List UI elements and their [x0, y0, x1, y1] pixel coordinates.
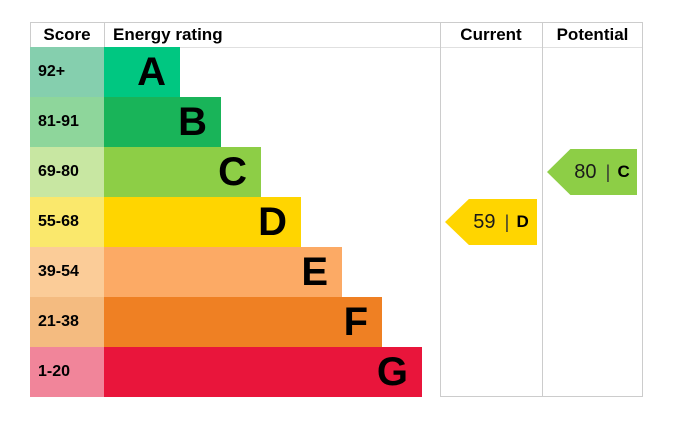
- current-separator: |: [504, 211, 510, 232]
- column-header-potential: Potential: [556, 25, 629, 44]
- header-left-border: [30, 22, 31, 48]
- band-row-g: 1-20 G: [30, 347, 643, 397]
- potential-band-letter: C: [617, 162, 630, 181]
- current-potential-divider: [542, 22, 543, 397]
- header-bottom-border: [30, 47, 643, 48]
- table-bottom-border: [440, 396, 643, 397]
- table-top-border: [30, 22, 643, 23]
- current-column-left-border: [440, 22, 441, 397]
- band-score-range: 81-91: [30, 97, 104, 147]
- band-bar: D: [104, 197, 301, 247]
- epc-rating-table: Score Energy rating Current Potential 92…: [30, 22, 643, 397]
- potential-score-value: 80: [574, 160, 597, 183]
- band-row-a: 92+ A: [30, 47, 643, 97]
- band-score-range: 55-68: [30, 197, 104, 247]
- band-bar: E: [104, 247, 342, 297]
- band-bar: B: [104, 97, 221, 147]
- band-score-range: 1-20: [30, 347, 104, 397]
- band-bar: G: [104, 347, 422, 397]
- score-column-divider: [104, 22, 105, 48]
- column-header-score: Score: [43, 25, 91, 44]
- column-header-energy-rating: Energy rating: [113, 25, 223, 44]
- band-bar: F: [104, 297, 382, 347]
- band-bar: A: [104, 47, 180, 97]
- band-row-b: 81-91 B: [30, 97, 643, 147]
- band-score-range: 39-54: [30, 247, 104, 297]
- band-row-d: 55-68 D: [30, 197, 643, 247]
- band-score-range: 21-38: [30, 297, 104, 347]
- current-score-value: 59: [473, 210, 496, 233]
- band-score-range: 69-80: [30, 147, 104, 197]
- band-score-range: 92+: [30, 47, 104, 97]
- table-right-border: [642, 22, 643, 397]
- band-row-e: 39-54 E: [30, 247, 643, 297]
- band-row-f: 21-38 F: [30, 297, 643, 347]
- band-row-c: 69-80 C: [30, 147, 643, 197]
- potential-separator: |: [605, 161, 611, 182]
- column-header-current: Current: [460, 25, 522, 44]
- band-bar: C: [104, 147, 261, 197]
- current-band-letter: D: [516, 212, 529, 231]
